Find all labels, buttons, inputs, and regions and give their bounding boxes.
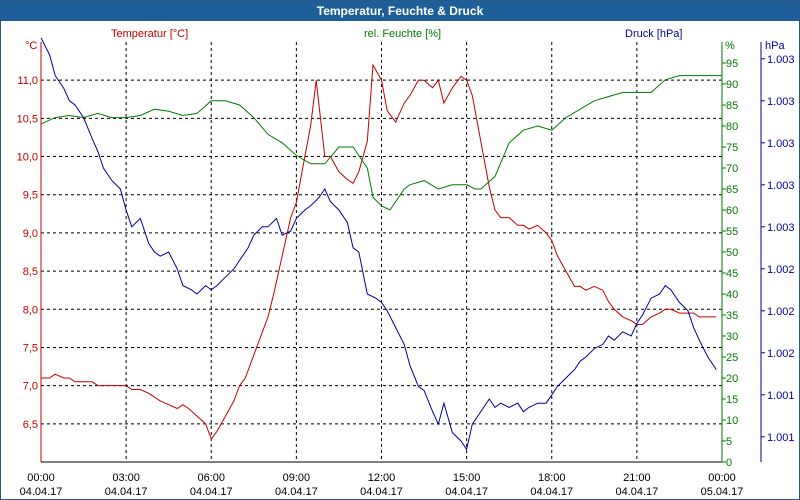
pressure-tick-label: 1.003 <box>767 222 795 234</box>
humidity-tick-label: 0 <box>726 457 732 469</box>
x-tick-label-time: 06:00 <box>197 472 225 484</box>
humidity-tick-label: 80 <box>726 121 738 133</box>
window-title: Temperatur, Feuchte & Druck <box>1 1 799 21</box>
pressure-tick-label: 1.001 <box>767 432 795 444</box>
temperature-tick-label: 6,5 <box>23 419 38 431</box>
pressure-tick-label: 1.003 <box>767 180 795 192</box>
humidity-tick-label: 10 <box>726 415 738 427</box>
humidity-tick-label: 50 <box>726 247 738 259</box>
x-tick-label-date: 04.04.17 <box>360 486 403 498</box>
x-tick-label-time: 00:00 <box>27 472 55 484</box>
humidity-tick-label: 65 <box>726 184 738 196</box>
x-tick-label-time: 03:00 <box>112 472 140 484</box>
pressure-tick-label: 1.002 <box>767 348 795 360</box>
temperature-tick-label: 11,0 <box>17 75 38 87</box>
humidity-tick-label: 55 <box>726 226 738 238</box>
x-tick-label-date: 04.04.17 <box>445 486 488 498</box>
x-tick-label-time: 15:00 <box>453 472 481 484</box>
temperature-tick-label: 7,0 <box>23 381 38 393</box>
pressure-tick-label: 1.003 <box>767 96 795 108</box>
humidity-tick-label: 95 <box>726 58 738 70</box>
temperature-tick-label: 8,0 <box>23 304 38 316</box>
temperature-tick-label: 10,0 <box>17 152 38 164</box>
x-tick-label-time: 00:00 <box>708 472 736 484</box>
x-tick-label-time: 18:00 <box>538 472 566 484</box>
series-group <box>40 37 722 451</box>
pressure-series-label: Druck [hPa] <box>625 28 682 40</box>
x-tick-label-time: 09:00 <box>283 472 311 484</box>
humidity-tick-label: 5 <box>726 436 732 448</box>
x-tick-label-time: 12:00 <box>368 472 396 484</box>
humidity-tick-label: 60 <box>726 205 738 217</box>
temperature-tick-label: 9,0 <box>23 228 38 240</box>
pressure-tick-label: 1.001 <box>767 390 795 402</box>
pressure-tick-label: 1.002 <box>767 264 795 276</box>
pressure-line <box>40 37 717 451</box>
pressure-axis-unit: hPa <box>765 40 785 52</box>
humidity-tick-label: 25 <box>726 352 738 364</box>
x-tick-label-date: 04.04.17 <box>615 486 658 498</box>
humidity-tick-label: 20 <box>726 373 738 385</box>
pressure-tick-label: 1.002 <box>767 306 795 318</box>
x-tick-label-date: 04.04.17 <box>105 486 148 498</box>
humidity-tick-label: 35 <box>726 310 738 322</box>
x-tick-label-date: 04.04.17 <box>530 486 573 498</box>
humidity-tick-label: 85 <box>726 100 738 112</box>
temperature-tick-label: 8,5 <box>23 266 38 278</box>
humidity-tick-label: 70 <box>726 163 738 175</box>
axes: 00:00 04.04.17 03:00 04.04.17 06:00 04.04.17 0… <box>17 42 795 498</box>
x-tick-label-date: 05.04.17 <box>701 486 744 498</box>
temperature-tick-label: 10,5 <box>17 113 38 125</box>
humidity-tick-label: 40 <box>726 289 738 301</box>
temperature-tick-label: 9,5 <box>23 190 38 202</box>
humidity-line <box>40 75 722 211</box>
temperature-series-label: Temperatur [°C] <box>111 28 188 40</box>
humidity-series-label: rel. Feuchte [%] <box>364 28 441 40</box>
humidity-tick-label: 15 <box>726 394 738 406</box>
temperature-line <box>41 63 717 441</box>
pressure-tick-label: 1.003 <box>767 54 795 66</box>
humidity-tick-label: 45 <box>726 268 738 280</box>
humidity-tick-label: 90 <box>726 79 738 91</box>
x-tick-label-time: 21:00 <box>623 472 651 484</box>
x-tick-label-date: 04.04.17 <box>20 486 63 498</box>
humidity-tick-label: 30 <box>726 331 738 343</box>
temperature-axis-unit: °C <box>25 40 37 52</box>
temperature-tick-label: 7,5 <box>23 342 38 354</box>
pressure-tick-label: 1.003 <box>767 138 795 150</box>
humidity-tick-label: 75 <box>726 142 738 154</box>
x-tick-label-date: 04.04.17 <box>275 486 318 498</box>
grid <box>41 42 722 462</box>
humidity-axis-unit: % <box>725 40 735 52</box>
chart-canvas: 00:00 04.04.17 03:00 04.04.17 06:00 04.04.17 0… <box>17 28 795 498</box>
x-tick-label-date: 04.04.17 <box>190 486 233 498</box>
